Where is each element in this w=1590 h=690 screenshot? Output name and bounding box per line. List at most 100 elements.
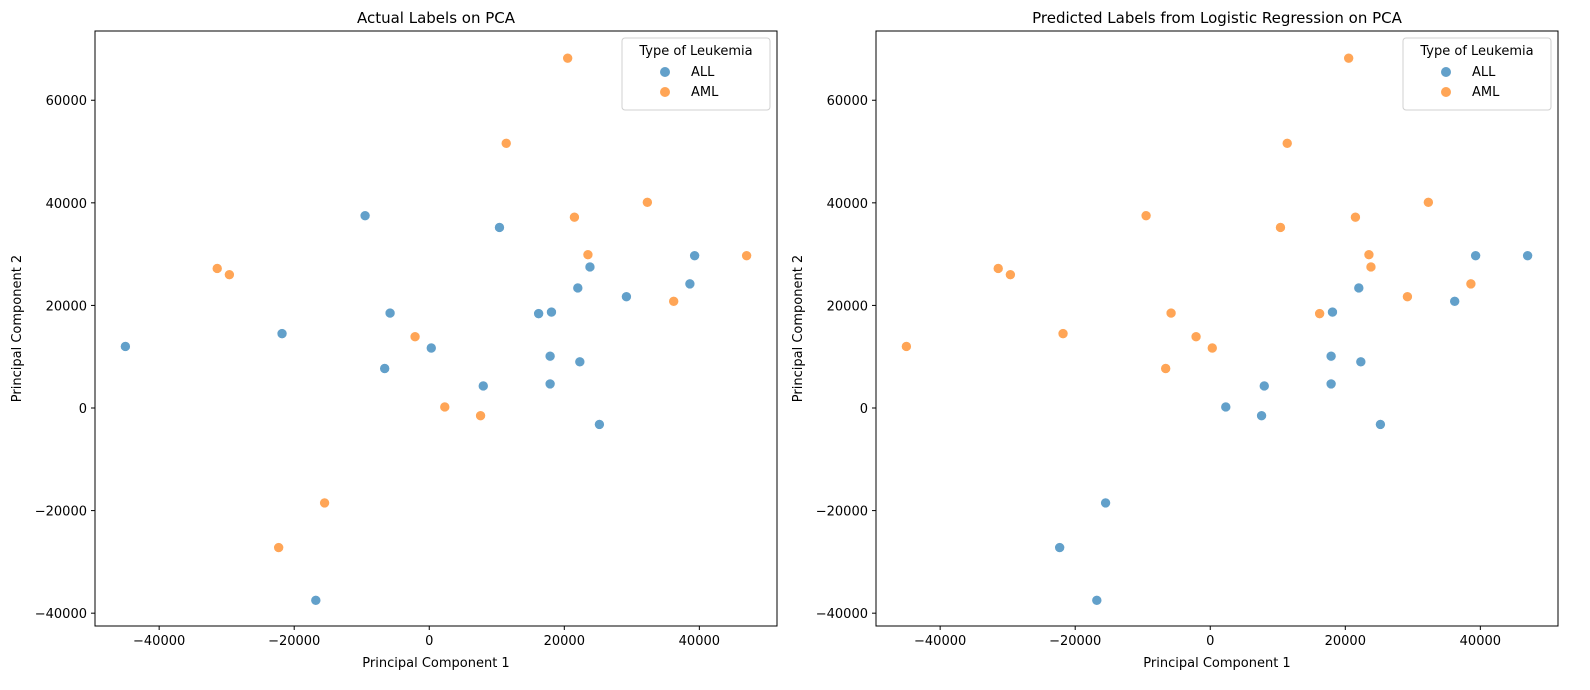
x-tick-label: 20000 bbox=[544, 634, 585, 649]
data-point-all bbox=[1054, 542, 1065, 553]
data-point-all bbox=[1470, 250, 1481, 261]
legend-box bbox=[621, 37, 771, 111]
plot-frame bbox=[875, 30, 1559, 627]
data-point-all bbox=[425, 342, 437, 354]
x-tick-label: −20000 bbox=[268, 634, 320, 649]
data-point-aml bbox=[1160, 363, 1171, 374]
data-point-all bbox=[584, 261, 596, 273]
legend-title: Type of Leukemia bbox=[638, 44, 752, 59]
y-tick-label: −40000 bbox=[35, 607, 87, 622]
chart-title: Predicted Labels from Logistic Regressio… bbox=[1032, 9, 1403, 27]
data-point-all bbox=[1327, 306, 1338, 318]
x-axis-label: Principal Component 1 bbox=[362, 656, 509, 671]
data-point-aml bbox=[668, 296, 679, 307]
x-tick-label: 40000 bbox=[1460, 634, 1501, 649]
x-tick-label: −40000 bbox=[133, 634, 185, 649]
y-tick-label: 60000 bbox=[46, 94, 87, 109]
data-point-all bbox=[1449, 296, 1460, 307]
data-point-aml bbox=[273, 542, 284, 553]
data-point-all bbox=[310, 595, 322, 606]
scatter-panel-1: Actual Labels on PCA −40000 −20000 0 20000 40… bbox=[10, 9, 778, 671]
data-point-aml bbox=[1365, 261, 1377, 273]
data-point-aml bbox=[569, 211, 580, 223]
data-point-all bbox=[684, 278, 696, 290]
y-tick-label: 0 bbox=[79, 402, 87, 417]
y-axis-label: Principal Component 2 bbox=[10, 255, 25, 402]
legend-label-all: ALL bbox=[691, 65, 715, 80]
data-point-aml bbox=[1343, 52, 1354, 64]
y-tick-label: 0 bbox=[860, 402, 868, 417]
legend-label-all: ALL bbox=[1472, 65, 1496, 80]
data-point-all bbox=[1256, 410, 1267, 421]
data-point-aml bbox=[1140, 210, 1152, 221]
data-point-all bbox=[544, 350, 556, 362]
data-point-all bbox=[544, 378, 556, 390]
data-point-aml bbox=[901, 341, 912, 352]
data-point-all bbox=[1375, 419, 1386, 430]
data-point-all bbox=[1325, 378, 1337, 390]
data-point-all bbox=[379, 363, 390, 374]
data-point-all bbox=[1522, 250, 1533, 261]
data-point-aml bbox=[475, 410, 486, 421]
data-point-all bbox=[574, 356, 586, 368]
data-point-all bbox=[477, 380, 489, 392]
data-point-all bbox=[1353, 282, 1365, 294]
data-point-aml bbox=[319, 497, 330, 509]
x-tick-label: 40000 bbox=[679, 634, 720, 649]
y-tick-label: −20000 bbox=[816, 505, 868, 520]
y-axis-label: Principal Component 2 bbox=[791, 255, 806, 402]
data-point-all bbox=[359, 210, 371, 221]
y-tick-label: 40000 bbox=[827, 197, 868, 212]
data-point-aml bbox=[1005, 269, 1016, 280]
x-tick-label: −40000 bbox=[914, 634, 966, 649]
data-point-aml bbox=[1165, 307, 1177, 319]
data-point-aml bbox=[439, 401, 451, 413]
legend-marker-all bbox=[660, 67, 670, 77]
data-point-all bbox=[384, 307, 396, 319]
data-point-all bbox=[120, 341, 131, 352]
data-point-aml bbox=[1350, 211, 1361, 223]
y-tick-label: 20000 bbox=[827, 299, 868, 314]
data-point-all bbox=[621, 291, 632, 302]
legend-title: Type of Leukemia bbox=[1419, 44, 1533, 59]
scatter-panel-2: Predicted Labels from Logistic Regressio… bbox=[791, 9, 1559, 671]
data-point-all bbox=[689, 250, 700, 261]
legend: Type of Leukemia ALL AML bbox=[1402, 37, 1552, 111]
legend-marker-all bbox=[1441, 67, 1451, 77]
x-tick-label: 20000 bbox=[1325, 634, 1366, 649]
y-tick-label: −20000 bbox=[35, 505, 87, 520]
x-tick-label: 0 bbox=[425, 634, 433, 649]
data-point-all bbox=[1100, 497, 1111, 509]
data-point-all bbox=[1220, 401, 1232, 413]
legend: Type of Leukemia ALL AML bbox=[621, 37, 771, 111]
legend-label-aml: AML bbox=[1472, 85, 1500, 100]
data-point-all bbox=[1325, 350, 1337, 362]
data-point-all bbox=[1091, 595, 1103, 606]
x-tick-label: 0 bbox=[1206, 634, 1214, 649]
data-point-aml bbox=[992, 263, 1004, 274]
legend-marker-aml bbox=[1441, 87, 1451, 97]
data-point-aml bbox=[642, 197, 653, 208]
legend-label-aml: AML bbox=[691, 85, 719, 100]
y-tick-label: 60000 bbox=[827, 94, 868, 109]
data-point-aml bbox=[409, 331, 421, 343]
data-point-all bbox=[276, 328, 288, 339]
data-point-aml bbox=[1314, 308, 1325, 319]
plot-area bbox=[95, 31, 777, 626]
data-point-all bbox=[594, 419, 605, 430]
x-tick-label: −20000 bbox=[1049, 634, 1101, 649]
data-point-all bbox=[1258, 380, 1270, 392]
data-point-aml bbox=[224, 269, 235, 280]
data-point-aml bbox=[741, 250, 752, 261]
data-point-aml bbox=[1402, 291, 1413, 302]
plot-area bbox=[876, 31, 1558, 626]
legend-marker-aml bbox=[660, 87, 670, 97]
data-point-aml bbox=[500, 138, 512, 149]
data-point-all bbox=[546, 306, 557, 318]
chart-title: Actual Labels on PCA bbox=[357, 9, 516, 27]
y-tick-label: 20000 bbox=[46, 299, 87, 314]
data-point-aml bbox=[1057, 328, 1069, 339]
data-point-aml bbox=[1275, 222, 1286, 233]
data-point-aml bbox=[1363, 249, 1375, 260]
